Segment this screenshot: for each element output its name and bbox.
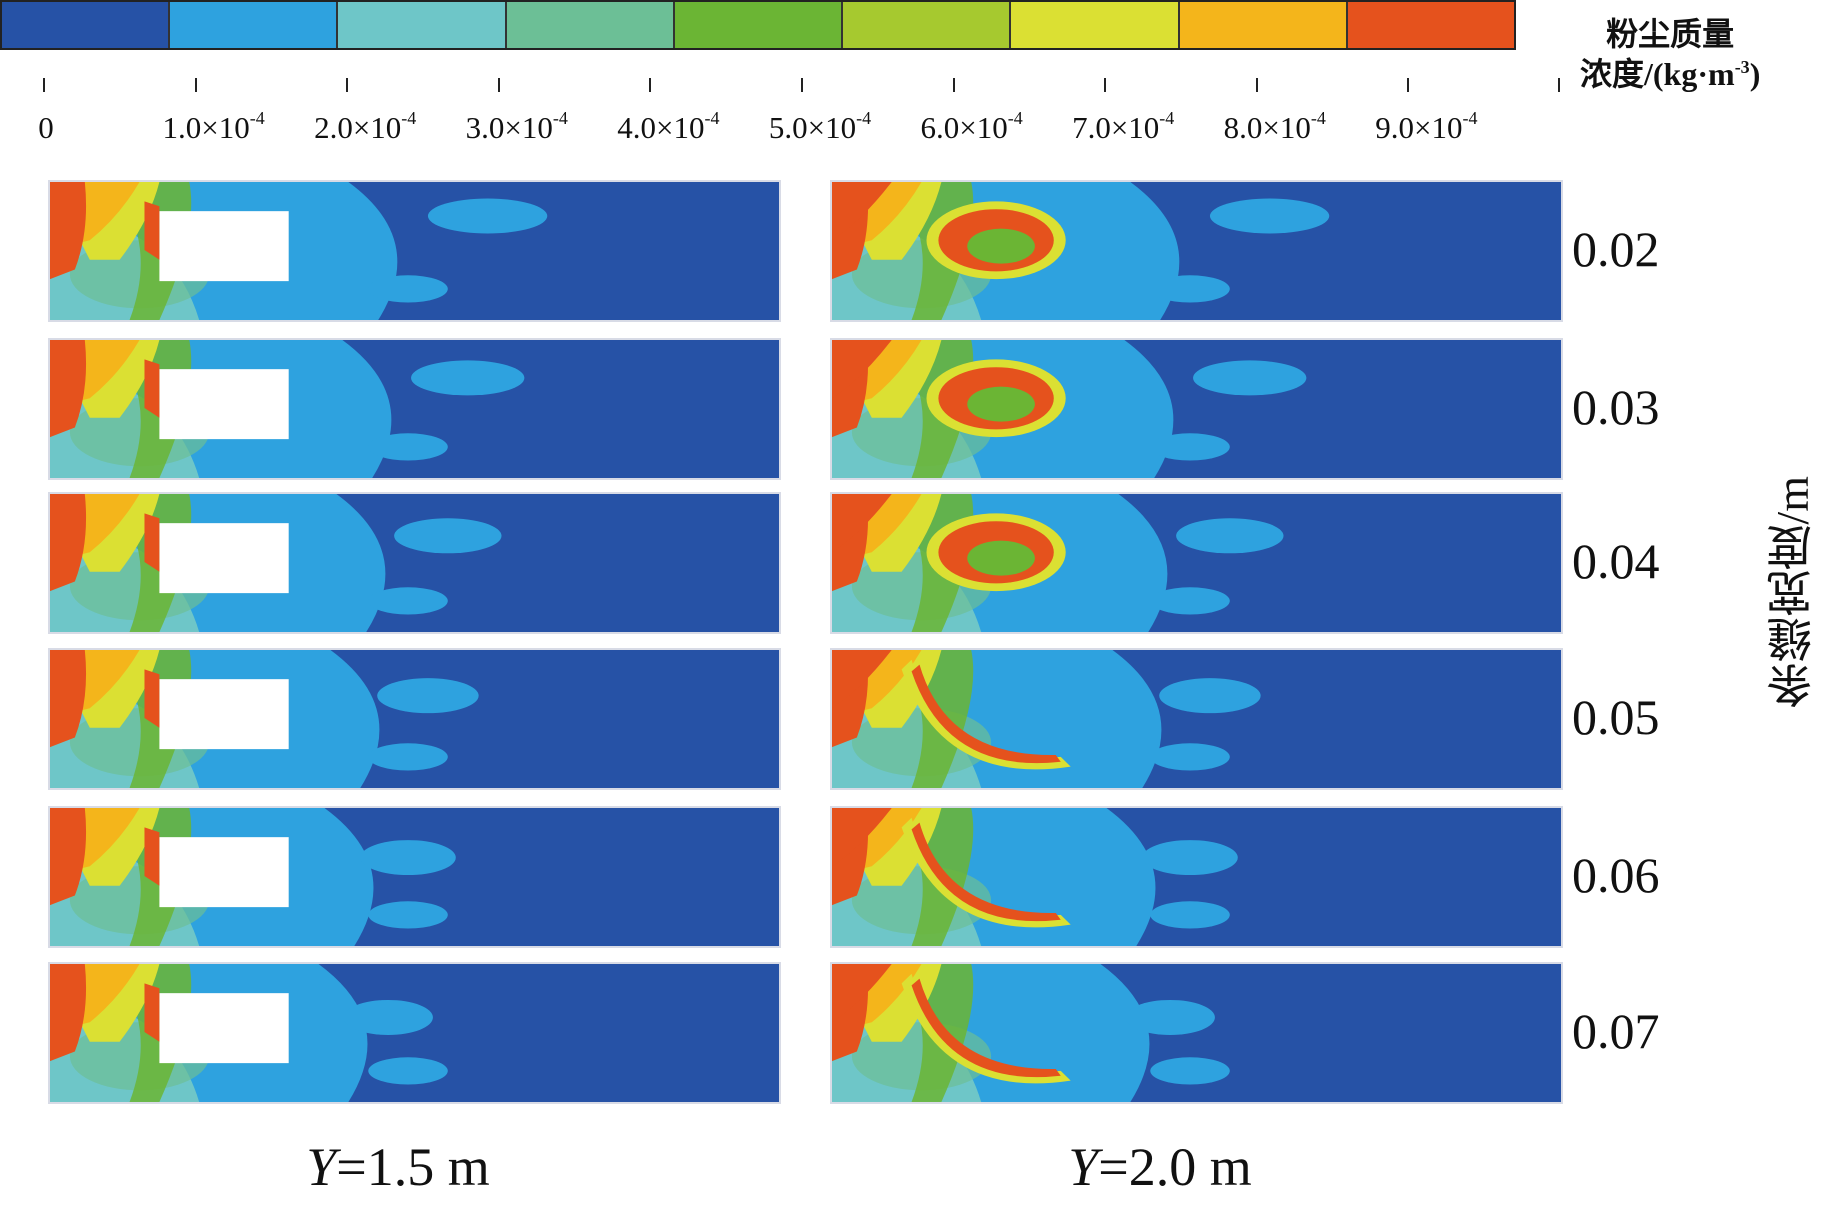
colorbar-tick-mark: [1407, 78, 1410, 92]
colorbar-tick-label: 0: [38, 110, 54, 145]
colorbar-tick-mark: [801, 78, 803, 92]
colorbar-tick-mark: [346, 78, 349, 92]
colorbar-tick-label: 3.0×10-4: [465, 108, 568, 145]
row-label: 0.02: [1572, 221, 1660, 277]
contour-panel-y2.0-0.04: [830, 492, 1563, 634]
colorbar-tick-mark: [497, 78, 500, 92]
contour-panel-y1.5-0.07: [48, 962, 781, 1104]
row-label: 0.04: [1572, 533, 1660, 589]
contour-plot: [50, 340, 779, 478]
colorbar-segment: [506, 2, 675, 48]
row-label: 0.03: [1572, 379, 1660, 435]
colorbar-title-line1: 粉尘质量: [1606, 16, 1735, 52]
contour-plot: [50, 808, 779, 946]
colorbar-tick-label: 7.0×10-4: [1072, 108, 1175, 145]
row-label: 0.06: [1572, 847, 1660, 903]
contour-panel-y2.0-0.03: [830, 338, 1563, 480]
colorbar-title: 粉尘质量 浓度/(kg·m-3): [1580, 14, 1760, 94]
contour-panel-y1.5-0.04: [48, 492, 781, 634]
colorbar-tick-label: 8.0×10-4: [1223, 108, 1326, 145]
colorbar-segment: [1347, 2, 1514, 48]
column-label-left: Y=1.5 m: [306, 1137, 490, 1197]
contour-panel-y2.0-0.07: [830, 962, 1563, 1104]
colorbar-segment: [2, 2, 171, 48]
colorbar-title-line2: 浓度/(kg·m-3): [1580, 56, 1761, 92]
colorbar-segment: [1011, 2, 1180, 48]
contour-plot: [832, 340, 1561, 478]
contour-panel-y1.5-0.06: [48, 806, 781, 948]
contour-panel-y1.5-0.03: [48, 338, 781, 480]
colorbar-tick-mark: [1255, 78, 1258, 92]
colorbar-segment: [843, 2, 1012, 48]
contour-panel-y2.0-0.06: [830, 806, 1563, 948]
colorbar-tick-label: 5.0×10-4: [768, 108, 872, 145]
contour-plot: [832, 964, 1561, 1102]
contour-plot: [50, 964, 779, 1102]
colorbar-tick-label: 2.0×10-4: [314, 108, 417, 145]
contour-plot: [50, 182, 779, 320]
colorbar-segment: [338, 2, 507, 48]
contour-panel-y2.0-0.05: [830, 648, 1563, 790]
contour-plot: [50, 494, 779, 632]
row-axis-title: 条缝宽度/m: [1767, 476, 1818, 709]
colorbar-tick-mark: [952, 78, 955, 92]
colorbar-tick-label: 4.0×10-4: [617, 108, 720, 145]
contour-panel-y1.5-0.02: [48, 180, 781, 322]
colorbar-tick-label: 6.0×10-4: [920, 108, 1023, 145]
contour-plot: [832, 494, 1561, 632]
colorbar-tick-mark: [43, 78, 45, 92]
column-label-right: Y=2.0 m: [1068, 1137, 1252, 1197]
colorbar-segment: [170, 2, 339, 48]
colorbar-tick-label: 1.0×10-4: [162, 108, 265, 145]
contour-plot: [50, 650, 779, 788]
contour-plot: [832, 650, 1561, 788]
colorbar-tick-mark: [1104, 78, 1107, 92]
colorbar-segment: [1179, 2, 1348, 48]
colorbar-segment: [674, 2, 844, 48]
contour-panel-y2.0-0.02: [830, 180, 1563, 322]
row-label: 0.07: [1572, 1003, 1660, 1059]
colorbar-tick-mark: [194, 78, 197, 92]
contour-plot: [832, 182, 1561, 320]
colorbar-tick-mark: [1558, 78, 1560, 92]
contour-panel-y1.5-0.05: [48, 648, 781, 790]
colorbar: [0, 0, 1516, 50]
colorbar-tick-label: 9.0×10-4: [1375, 108, 1478, 145]
contour-plot: [832, 808, 1561, 946]
colorbar-tick-mark: [649, 78, 652, 92]
row-label: 0.05: [1572, 689, 1660, 745]
